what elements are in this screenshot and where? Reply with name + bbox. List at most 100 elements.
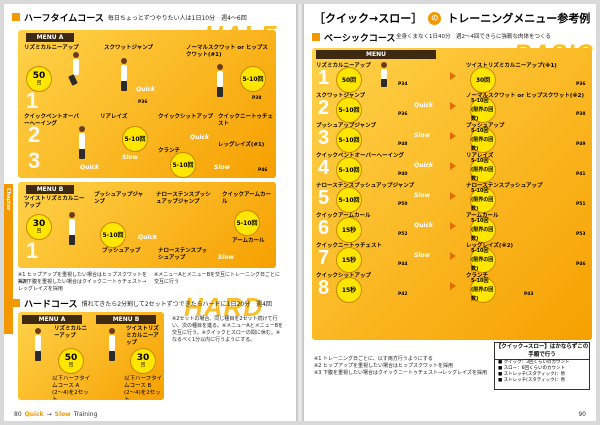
row-number: 1 — [318, 67, 330, 89]
row-title2: リアレイズ — [466, 153, 494, 159]
menu-row: クイックアームカール 6 15秒 Quick P52 アームカール 5-10回(… — [314, 210, 592, 243]
legend-title: 【クイック→スロー】はかならずこの手順で行う — [495, 344, 589, 360]
badge-number: 5-10回 — [124, 135, 146, 143]
page-ref: P50 — [398, 202, 408, 207]
note: ※2 ヒップアップを重視したい場合はヒップスクワットを採用 — [314, 363, 453, 369]
row-badge: 5-10回 — [336, 127, 362, 153]
footer-arrow: → — [46, 411, 52, 418]
exercise-title: クイックベントオーバーヘーイング — [24, 114, 79, 127]
badge-value: 5-10回(限界の回数) — [471, 157, 494, 182]
row-badge: 15秒 — [336, 217, 362, 243]
note: ※メニューAとメニューBを交互にトレーニング日ごとに交互に行う — [154, 272, 281, 285]
menu-label: MENU — [316, 50, 436, 59]
right-page: ［クイック→スロー］ の トレーニングメニュー参考例 BASIC ベーシックコー… — [304, 4, 596, 421]
row-badge: 15秒 — [336, 277, 362, 303]
row-title: クイックベントオーバーヘーイング — [316, 153, 404, 159]
half-course-header: ハーフタイムコース 毎日ちょっとずつやりたい人は1日10分 週4〜6回 — [12, 10, 247, 24]
row-title2: ノーマルスクワット or ヒップスクワット(※2) — [466, 93, 585, 99]
row-title: プッシュアップジャンプ — [316, 123, 376, 129]
page-ref: P46 — [576, 262, 586, 267]
arrow-right-icon — [450, 162, 456, 170]
reps-badge: 5-10回 — [100, 222, 126, 248]
badge-value: 50回 — [341, 76, 357, 84]
exercise-title: プッシュアップジャンプ — [94, 192, 144, 205]
exercise-title: リズミカルニーアップ — [54, 326, 88, 339]
row-badge2: 5-10回(限界の回数) — [470, 157, 496, 183]
athlete-figure — [28, 328, 48, 368]
badge-value: 5-10回 — [338, 166, 360, 174]
exercise-title: クイックシットアップ — [158, 114, 214, 120]
quick-tag: Quick — [414, 162, 433, 169]
basic-course-header: ベーシックコース — [312, 30, 395, 44]
badge-number: 30 — [136, 353, 150, 363]
reps-badge: 5-10回 — [122, 126, 148, 152]
row-badge: 5-10回 — [336, 187, 362, 213]
page-ref: P34 — [398, 82, 408, 87]
left-footer: 80 Quick → Slow Training — [14, 411, 97, 418]
row-badge2: 5-10回(限界の回数) — [470, 97, 496, 123]
row-number: 2 — [318, 97, 330, 119]
reps-badge: 5-10回 — [234, 210, 260, 236]
badge-number: 5-10回 — [242, 75, 264, 83]
badge-value: 15秒 — [341, 226, 357, 234]
badge-value: 15秒 — [341, 256, 357, 264]
badge-unit: 回 — [36, 229, 42, 234]
row-badge2: 5-10回(限界の回数) — [470, 127, 496, 153]
row-title2: レッグレイズ(※2) — [466, 243, 514, 249]
arrow-right-icon — [450, 72, 456, 80]
badge-number: 50 — [32, 71, 46, 81]
menu-row: クイックシットアップ 8 15秒 P42 クランチ 5-10回(限界の回数) P… — [314, 270, 592, 303]
slow-tag: Slow — [414, 132, 431, 139]
badge-value: 5-10回(限界の回数) — [471, 217, 494, 242]
badge-unit: 回 — [36, 81, 42, 86]
page-ref: P49 — [576, 142, 586, 147]
step-number: 1 — [26, 88, 39, 113]
page-ref: P43 — [524, 292, 534, 297]
footer-word: Training — [73, 411, 98, 418]
badge-value: 5-10回(限界の回数) — [471, 97, 494, 122]
badge-value: 5-10回 — [338, 106, 360, 114]
badge-value: 5-10回(限界の回数) — [471, 187, 494, 212]
count-badge: 30 回 — [26, 214, 52, 240]
hard-menu-b-label: MENU B — [96, 315, 156, 324]
arrow-right-icon — [450, 192, 456, 200]
athlete-figure — [102, 328, 122, 368]
exercise-title: ナローステンスプッシュアップジャンプ — [156, 192, 211, 205]
row-number: 5 — [318, 187, 330, 209]
exercise-title: クイックニートゥチェスト — [218, 114, 274, 127]
badge-number: 50 — [64, 353, 78, 363]
exercise-title: アームカール — [232, 238, 265, 244]
basic-course-title: ベーシックコース — [324, 33, 396, 44]
footer-slow: Slow — [54, 411, 71, 418]
hard-watermark: HARD — [184, 292, 264, 322]
step-number: 2 — [28, 122, 41, 147]
menu-row: プッシュアップジャンプ 3 5-10回 Slow P48 プッシュアップ 5-1… — [314, 120, 592, 153]
reps-badge: 5-10回 — [170, 152, 196, 178]
row-number: 4 — [318, 157, 330, 179]
page-ref: P41 — [576, 172, 586, 177]
row-title: ナローステンスプッシュアップジャンプ — [316, 183, 415, 189]
athlete-figure — [66, 52, 86, 92]
page-ref: P51 — [576, 202, 586, 207]
note: ※3 下腹を重視したい場合はクイックニートゥチェスト→レッグレイズを採用 — [314, 370, 488, 376]
slow-tag: Slow — [122, 154, 139, 161]
chapter-side-tab: Chapter — [4, 184, 13, 334]
badge-value: 5-10回(限界の回数) — [471, 127, 494, 152]
exercise-title: ツイストリズミカルニーアップ — [24, 196, 85, 209]
exercise-title: クランチ — [158, 148, 181, 154]
title-left: ［クイック→スロー］ — [314, 12, 423, 25]
left-page: HALF ハーフタイムコース 毎日ちょっとずつやりたい人は1日10分 週4〜6回… — [4, 4, 296, 421]
row-title: スクワットジャンプ — [316, 93, 366, 99]
hard-menu-a-label: MENU A — [22, 315, 82, 324]
page-ref: P46 — [258, 168, 268, 173]
exercise-title: クイックアームカール — [222, 192, 272, 205]
athlete-figure — [374, 62, 394, 88]
badge-value: 5-10回(限界の回数) — [471, 247, 494, 272]
row-badge: 5-10回 — [336, 157, 362, 183]
note: ※1 トレーニング日ごとに、以す両方行うようにする — [314, 356, 433, 362]
row-number: 7 — [318, 247, 330, 269]
arrow-right-icon — [450, 222, 456, 230]
right-footer: 90 — [578, 411, 586, 418]
page-ref: P38 — [576, 112, 586, 117]
